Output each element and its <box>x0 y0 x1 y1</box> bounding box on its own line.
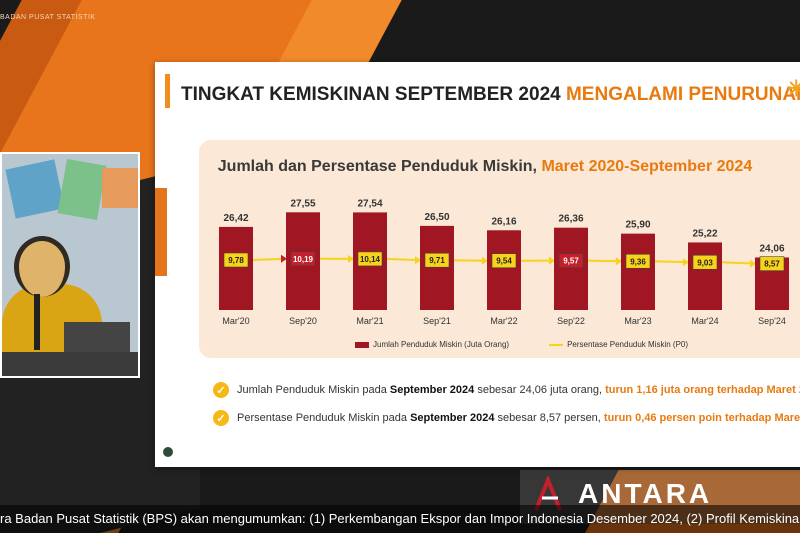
x-tick-label: Sep'21 <box>423 316 451 326</box>
legend-item-line: Persentase Penduduk Miskin (P0) <box>549 340 688 349</box>
laptop-icon <box>64 322 130 356</box>
bar-value-label: 25,90 <box>625 220 650 231</box>
x-tick-label: Mar'24 <box>691 316 718 326</box>
bar-value-label: 26,16 <box>491 216 516 227</box>
line-value-label: 9,71 <box>429 256 445 265</box>
line-arrow-icon <box>348 254 354 263</box>
line-arrow-icon <box>683 258 689 267</box>
legend-label-line: Persentase Penduduk Miskin (P0) <box>567 340 689 349</box>
key-point-text: Persentase Penduduk Miskin pada Septembe… <box>237 412 800 424</box>
chart-side-tab <box>155 188 167 276</box>
bar <box>554 227 588 310</box>
key-point-text: Jumlah Penduduk Miskin pada September 20… <box>237 384 800 396</box>
bps-logo-icon: ✳ <box>787 76 800 101</box>
slide-title-main: TINGKAT KEMISKINAN SEPTEMBER 2024 <box>181 84 566 105</box>
bar <box>219 226 253 310</box>
line-arrow-icon <box>750 259 756 268</box>
x-tick-label: Sep'20 <box>289 316 317 326</box>
title-accent-bar <box>165 74 170 108</box>
chart-legend: Jumlah Penduduk Miskin (Juta Orang) Pers… <box>355 340 688 349</box>
slide-title: TINGKAT KEMISKINAN SEPTEMBER 2024 MENGAL… <box>181 84 800 106</box>
line-point-marker <box>290 251 316 267</box>
line-value-label: 9,57 <box>563 257 579 266</box>
line-point-marker <box>223 252 249 268</box>
legend-label-bar: Jumlah Penduduk Miskin (Juta Orang) <box>373 340 510 349</box>
bar <box>487 230 521 310</box>
bar-value-label: 25,22 <box>692 228 717 239</box>
legend-item-bar: Jumlah Penduduk Miskin (Juta Orang) <box>355 340 509 349</box>
broadcast-top-label: BADAN PUSAT STATISTIK <box>0 14 96 21</box>
x-tick-label: Mar'23 <box>624 316 651 326</box>
check-icon: ✓ <box>213 410 229 426</box>
presenter-video <box>0 152 140 378</box>
line-arrow-icon <box>281 254 287 263</box>
line-point-marker <box>424 252 450 268</box>
bar <box>688 242 722 310</box>
bar-value-label: 26,42 <box>223 213 248 224</box>
bar-value-label: 27,54 <box>357 198 382 209</box>
line-value-label: 8,57 <box>764 260 780 269</box>
brand-name: ANTARA <box>578 478 713 509</box>
line-point-marker <box>625 253 651 269</box>
bar <box>420 225 454 310</box>
poverty-chart: 26,42 9,78 Mar'20 27,55 10,19 Sep'20 27,54 10,1… <box>219 198 789 326</box>
x-tick-label: Mar'22 <box>490 316 517 326</box>
line-value-label: 10,19 <box>293 255 314 264</box>
bar-value-label: 24,06 <box>759 243 784 254</box>
key-points: ✓ Jumlah Penduduk Miskin pada September … <box>213 382 800 438</box>
line-value-label: 9,54 <box>496 257 512 266</box>
line-value-label: 10,14 <box>360 255 381 264</box>
chart-title-highlight: Maret 2020-September 2024 <box>541 158 753 175</box>
chart-title: Jumlah dan Persentase Penduduk Miskin, M… <box>155 158 800 176</box>
line-point-marker <box>491 253 517 269</box>
chart-title-main: Jumlah dan Persentase Penduduk Miskin, <box>217 158 542 175</box>
slide-title-highlight: MENGALAMI PENURUNAN <box>565 84 800 105</box>
microphone-icon <box>34 294 40 350</box>
bar-value-label: 26,36 <box>558 214 583 225</box>
line-arrow-icon <box>415 256 421 265</box>
key-point: ✓ Jumlah Penduduk Miskin pada September … <box>213 382 800 398</box>
line-point-marker <box>357 251 383 267</box>
line-value-label: 9,03 <box>697 258 713 267</box>
x-tick-label: Sep'22 <box>557 316 585 326</box>
x-tick-label: Sep'24 <box>758 316 786 326</box>
slide-footer-icon <box>163 447 173 457</box>
bar <box>621 233 655 310</box>
check-icon: ✓ <box>213 382 229 398</box>
line-arrow-icon <box>616 257 622 266</box>
legend-swatch-line <box>549 343 564 346</box>
legend-swatch-bar <box>355 341 369 348</box>
bar-value-label: 26,50 <box>424 212 449 223</box>
x-tick-label: Mar'20 <box>222 316 249 326</box>
line-arrow-icon <box>549 256 555 265</box>
x-tick-label: Mar'21 <box>356 316 383 326</box>
line-value-label: 9,36 <box>630 257 646 266</box>
line-point-marker <box>692 254 718 270</box>
line-arrow-icon <box>482 256 488 265</box>
line-point-marker <box>558 253 584 268</box>
bar-value-label: 27,55 <box>290 198 315 209</box>
news-ticker: ra Badan Pusat Statistik (BPS) akan meng… <box>0 505 800 533</box>
line-point-marker <box>759 256 785 271</box>
line-value-label: 9,78 <box>228 256 244 265</box>
presentation-slide: TINGKAT KEMISKINAN SEPTEMBER 2024 MENGAL… <box>155 62 800 467</box>
antara-logo-icon <box>534 476 562 511</box>
key-point: ✓ Persentase Penduduk Miskin pada Septem… <box>213 410 800 426</box>
